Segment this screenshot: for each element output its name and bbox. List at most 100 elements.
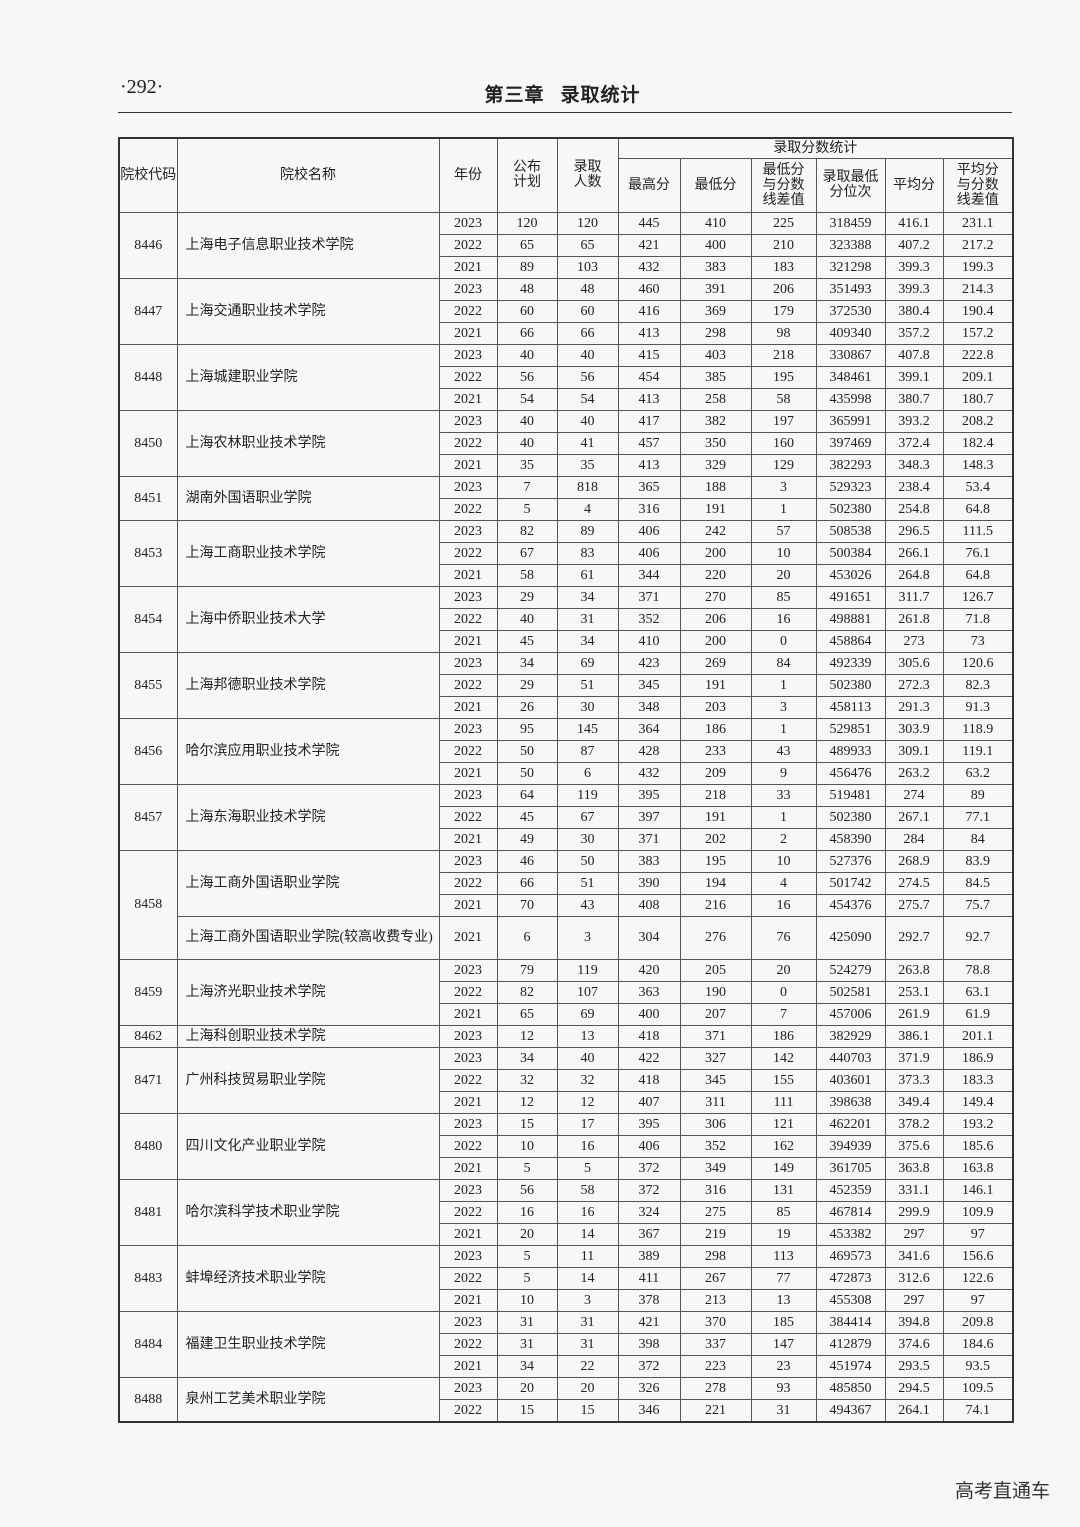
cell-min-score: 316 (679, 1178, 752, 1202)
table-row: 8456 哈尔滨应用职业技术学院 2023 95 145 364 186 1 529851 303… (118, 717, 1014, 785)
cell-min-rank: 458113 (815, 695, 886, 719)
school-name: 上海科创职业技术学院 (176, 1024, 440, 1048)
cell-avg-score: 331.1 (884, 1178, 944, 1202)
cell-year: 2022 (438, 299, 498, 323)
cell-min-score: 383 (679, 255, 752, 279)
cell-min-score: 190 (679, 980, 752, 1004)
cell-max-score: 365 (617, 475, 681, 499)
cell-admitted: 17 (556, 1112, 619, 1136)
cell-max-score: 411 (617, 1266, 681, 1290)
table-row: 2022 82 107 363 190 0 502581 253.1 63.1 (119, 980, 1014, 1004)
cell-plan: 56 (496, 1178, 558, 1202)
cell-min-rank: 524279 (815, 958, 886, 982)
cell-year: 2023 (438, 585, 498, 609)
cell-min-rank: 472873 (815, 1266, 886, 1290)
cell-min-diff: 218 (750, 343, 817, 367)
school-name: 福建卫生职业技术学院 (176, 1310, 440, 1378)
cell-avg-score: 266.1 (884, 541, 944, 565)
table-row: 8480 四川文化产业职业学院 2023 15 17 395 306 121 462201 378… (118, 1112, 1014, 1180)
cell-min-diff: 93 (750, 1376, 817, 1400)
table-row: 2021 70 43 408 216 16 454376 275.7 75.7 (119, 893, 1014, 917)
cell-max-score: 364 (617, 717, 681, 741)
cell-plan: 26 (496, 695, 558, 719)
cell-min-rank: 527376 (815, 849, 886, 873)
cell-avg-diff: 193.2 (942, 1112, 1014, 1136)
cell-plan: 45 (496, 805, 558, 829)
cell-avg-score: 291.3 (884, 695, 944, 719)
cell-plan: 16 (496, 1200, 558, 1224)
cell-min-rank: 457006 (815, 1002, 886, 1026)
cell-year: 2023 (438, 1178, 498, 1202)
cell-min-score: 200 (679, 629, 752, 653)
table-row: 8481 哈尔滨科学技术职业学院 2023 56 58 372 316 131 452359 33… (118, 1178, 1014, 1246)
cell-max-score: 418 (617, 1024, 681, 1048)
cell-avg-diff: 146.1 (942, 1178, 1014, 1202)
school-name: 上海交通职业技术学院 (176, 277, 440, 345)
cell-max-score: 344 (617, 563, 681, 587)
cell-admitted: 31 (556, 607, 619, 631)
cell-avg-score: 261.9 (884, 1002, 944, 1026)
cell-min-diff: 185 (750, 1310, 817, 1334)
cell-min-score: 337 (679, 1332, 752, 1356)
cell-min-diff: 1 (750, 497, 817, 521)
cell-admitted: 41 (556, 431, 619, 455)
cell-plan: 58 (496, 563, 558, 587)
cell-max-score: 428 (617, 739, 681, 763)
cell-admitted: 60 (556, 299, 619, 323)
cell-avg-diff: 186.9 (942, 1046, 1014, 1070)
cell-min-diff: 210 (750, 233, 817, 257)
table-row: 2022 5 4 316 191 1 502380 254.8 64.8 (119, 497, 1014, 521)
cell-min-rank: 458864 (815, 629, 886, 653)
footer-watermark: 高考直通车 (954, 1480, 1050, 1502)
cell-min-score: 233 (679, 739, 752, 763)
school-name: 哈尔滨应用职业技术学院 (176, 717, 440, 785)
cell-avg-score: 416.1 (884, 211, 944, 235)
cell-min-score: 269 (679, 651, 752, 675)
cell-min-diff: 1 (750, 673, 817, 697)
cell-max-score: 413 (617, 387, 681, 411)
cell-avg-diff: 73 (942, 629, 1014, 653)
cell-avg-diff: 120.6 (942, 651, 1014, 675)
cell-min-diff: 131 (750, 1178, 817, 1202)
table-row: 2021 10 3 378 213 13 455308 297 97 (119, 1288, 1014, 1312)
cell-admitted: 31 (556, 1310, 619, 1334)
cell-min-score: 203 (679, 695, 752, 719)
cell-year: 2023 (438, 211, 498, 235)
cell-min-score: 191 (679, 497, 752, 521)
cell-avg-score: 373.3 (884, 1068, 944, 1092)
cell-plan: 40 (496, 607, 558, 631)
cell-year: 2022 (438, 1266, 498, 1290)
cell-year: 2022 (438, 805, 498, 829)
cell-min-diff: 85 (750, 585, 817, 609)
cell-min-diff: 129 (750, 453, 817, 477)
cell-min-diff: 113 (750, 1244, 817, 1268)
table-row: 2021 49 30 371 202 2 458390 284 84 (119, 827, 1014, 851)
cell-max-score: 406 (617, 1134, 681, 1158)
cell-year: 2023 (438, 1112, 498, 1136)
cell-min-diff: 195 (750, 365, 817, 389)
cell-max-score: 418 (617, 1068, 681, 1092)
school-code: 8455 (118, 651, 178, 719)
cell-max-score: 345 (617, 673, 681, 697)
cell-min-rank: 502380 (815, 673, 886, 697)
cell-avg-score: 261.8 (884, 607, 944, 631)
table-body: 8446 上海电子信息职业技术学院 2023 120 120 445 410 225 31845… (118, 211, 1014, 1422)
cell-admitted: 119 (556, 783, 619, 807)
cell-avg-score: 348.3 (884, 453, 944, 477)
cell-min-diff: 13 (750, 1288, 817, 1312)
cell-min-score: 306 (679, 1112, 752, 1136)
school-code: 8450 (118, 409, 178, 477)
cell-min-rank: 502380 (815, 805, 886, 829)
school-name: 上海城建职业学院 (176, 343, 440, 411)
cell-min-rank: 398638 (815, 1090, 886, 1114)
cell-avg-score: 399.3 (884, 255, 944, 279)
cell-min-rank: 494367 (815, 1398, 886, 1422)
cell-min-rank: 529851 (815, 717, 886, 741)
cell-min-diff: 111 (750, 1090, 817, 1114)
chapter-title: 录取统计 (560, 85, 641, 106)
cell-max-score: 415 (617, 343, 681, 367)
cell-admitted: 12 (556, 1090, 619, 1114)
cell-max-score: 432 (617, 761, 681, 785)
table-row: 8454 上海中侨职业技术大学 2023 29 34 371 270 85 491651 311.… (118, 585, 1014, 653)
table-row: 2022 65 65 421 400 210 323388 407.2 217.2 (119, 233, 1014, 257)
